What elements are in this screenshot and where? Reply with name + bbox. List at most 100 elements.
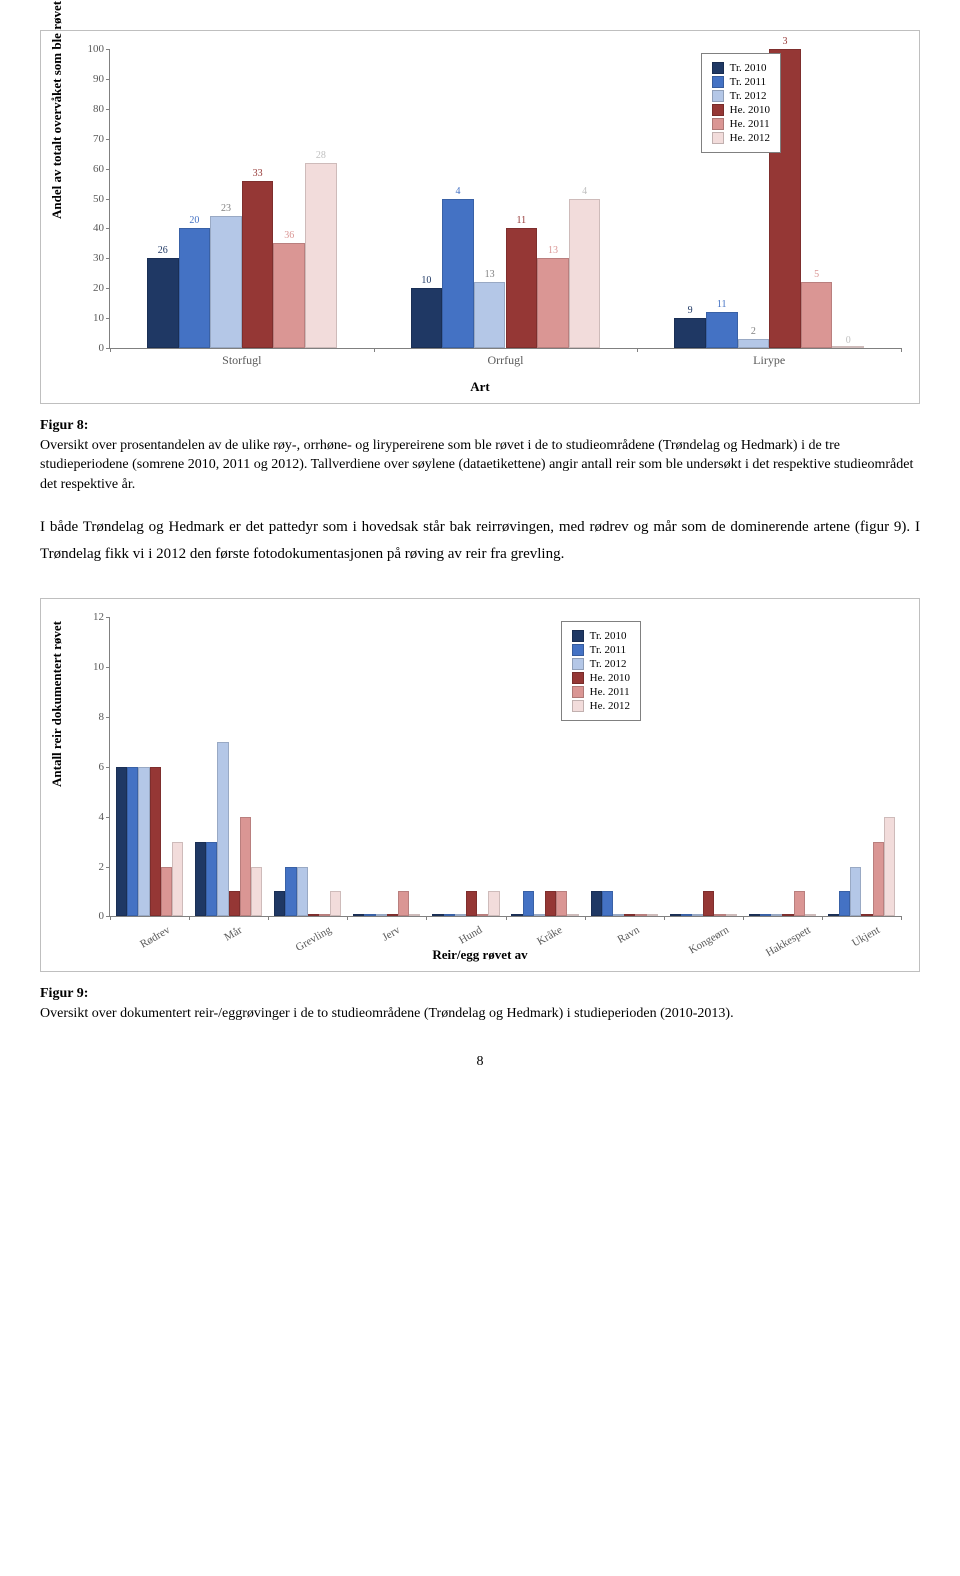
chart-2-ylabel: Antall reir dokumentert røvet [49,621,65,787]
bar [474,282,506,348]
bar [376,914,387,916]
bar [726,914,737,916]
body-paragraph: I både Trøndelag og Hedmark er det patte… [40,514,920,568]
x-category-label: Ravn [616,924,642,946]
bar [556,891,567,916]
bar-label: 10 [421,275,431,286]
bar-label: 13 [485,269,495,280]
x-category-label: Kråke [535,924,564,948]
bar [545,891,556,916]
bar [692,914,703,916]
bar [569,199,601,349]
bar [285,867,296,917]
bar [749,914,760,916]
bar [805,914,816,916]
bar [210,216,242,348]
bar [251,867,262,917]
bar [613,914,624,916]
bar [411,288,443,348]
bar [364,914,375,916]
chart-2-xlabel: Reir/egg røvet av [432,947,527,963]
bar-label: 11 [516,215,526,226]
bar [308,914,319,916]
bar [330,891,341,916]
chart-2-plot: 024681012RødrevMårGrevlingJervHundKråkeR… [109,617,901,917]
bar [229,891,240,916]
bar [138,767,149,917]
chart-1-area: Andel av totalt overvåket som ble røvet … [49,39,911,399]
bar [353,914,364,916]
bar [444,914,455,916]
bar [861,914,872,916]
bar [714,914,725,916]
bar [635,914,646,916]
bar [150,767,161,917]
bar [670,914,681,916]
bar [506,228,538,348]
chart-2-area: Antall reir dokumentert røvet 024681012R… [49,607,911,967]
bar-label: 3 [782,36,787,47]
bar [455,914,466,916]
x-category-label: Grevling [293,924,333,954]
bar [801,282,833,348]
bar [794,891,805,916]
bar [703,891,714,916]
x-category-label: Jerv [380,924,402,944]
bar-label: 20 [189,215,199,226]
bar [782,914,793,916]
bar [161,867,172,917]
bar [832,346,864,348]
bar [242,181,274,348]
bar [681,914,692,916]
bar [477,914,488,916]
bar [839,891,850,916]
bar [297,867,308,917]
chart-1-plot: 0102030405060708090100262023333628Storfu… [109,49,901,349]
x-category-label: Kongeørn [687,924,731,956]
legend: Tr. 2010Tr. 2011Tr. 2012He. 2010He. 2011… [561,621,641,721]
bar-label: 23 [221,203,231,214]
chart-1-ylabel: Andel av totalt overvåket som ble røvet [49,1,65,219]
bar [602,891,613,916]
bar-label: 26 [158,245,168,256]
figure-9-text: Oversikt over dokumentert reir-/eggrøvin… [40,1006,734,1021]
bar-label: 9 [688,305,693,316]
figure-8-text: Oversikt over prosentandelen av de ulike… [40,438,913,492]
bar [873,842,884,917]
x-category-label: Mår [222,924,244,944]
bar [771,914,782,916]
bar [738,339,770,348]
bar [172,842,183,917]
bar [624,914,635,916]
bar [409,914,420,916]
figure-9-label: Figur 9: [40,986,88,1001]
bar [537,258,569,348]
bar [274,891,285,916]
bar [591,891,602,916]
page-number: 8 [40,1054,920,1070]
bar-label: 4 [456,186,461,197]
bar-label: 2 [751,326,756,337]
x-category-label: Hakkespett [764,924,813,959]
bar [442,199,474,349]
figure-9-chart: Antall reir dokumentert røvet 024681012R… [40,598,920,972]
bar [127,767,138,917]
legend: Tr. 2010Tr. 2011Tr. 2012He. 2010He. 2011… [701,53,781,153]
bar [195,842,206,917]
bar-label: 36 [284,230,294,241]
bar [511,914,522,916]
bar [647,914,658,916]
x-category-label: Storfugl [222,353,261,368]
bar [387,914,398,916]
bar [398,891,409,916]
x-category-label: Orrfugl [488,353,524,368]
bar-label: 11 [717,299,727,310]
bar [305,163,337,348]
bar [240,817,251,917]
bar [523,891,534,916]
bar [828,914,839,916]
bar [147,258,179,348]
bar [850,867,861,917]
bar [534,914,545,916]
bar [432,914,443,916]
